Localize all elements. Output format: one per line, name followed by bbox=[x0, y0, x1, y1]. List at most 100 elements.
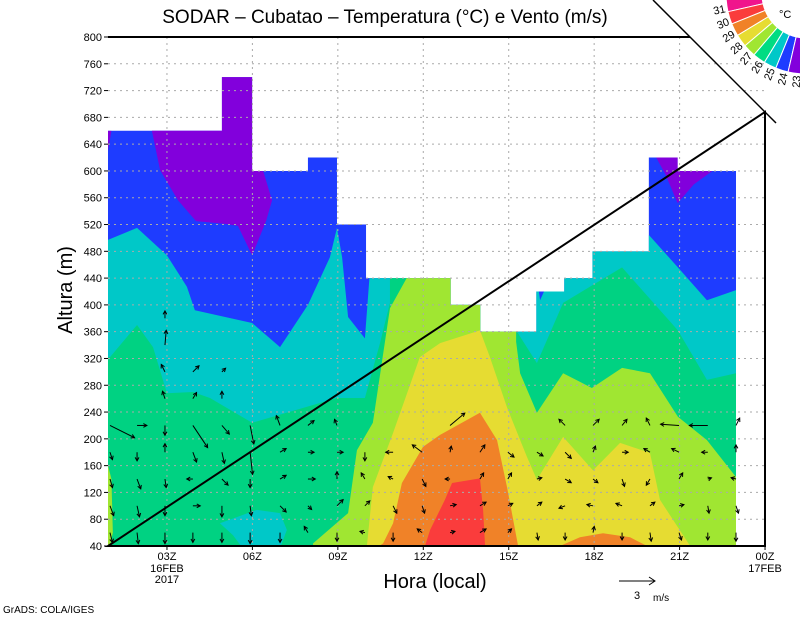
wind-vector-shaft bbox=[109, 532, 113, 543]
wind-vector-shaft bbox=[109, 452, 113, 460]
wind-vector bbox=[162, 532, 168, 545]
y-tick-label: 120 bbox=[84, 487, 102, 499]
wind-vector bbox=[591, 525, 596, 533]
wind-vector-shaft bbox=[735, 417, 741, 426]
colorbar-divider bbox=[652, 0, 777, 124]
wind-vector bbox=[536, 451, 544, 457]
wind-vector bbox=[362, 452, 368, 462]
wind-vector bbox=[109, 452, 114, 461]
wind-vector-shaft bbox=[164, 330, 167, 346]
wind-vector bbox=[700, 449, 708, 455]
wind-vector-head bbox=[137, 484, 142, 490]
wind-vector bbox=[192, 503, 202, 509]
wind-vector-shaft bbox=[479, 472, 485, 480]
wind-vector bbox=[160, 363, 166, 373]
wind-vector-shaft bbox=[162, 391, 166, 399]
wind-vector-shaft bbox=[558, 418, 566, 426]
wind-vector bbox=[670, 447, 680, 453]
wind-vector-head bbox=[282, 474, 288, 480]
wind-vector bbox=[536, 501, 543, 507]
wind-vector-shaft bbox=[109, 425, 135, 439]
wind-vector bbox=[192, 391, 198, 399]
wind-vector bbox=[360, 471, 366, 480]
plot-border bbox=[104, 36, 766, 547]
wind-vector-head bbox=[387, 475, 393, 481]
wind-vector-head bbox=[219, 513, 225, 518]
wind-vector bbox=[648, 532, 654, 543]
wind-vector-head bbox=[250, 439, 256, 445]
wind-vector-head bbox=[416, 528, 422, 533]
wind-vector-head bbox=[479, 471, 485, 477]
wind-vector-head bbox=[460, 412, 466, 418]
wind-vector bbox=[562, 532, 568, 542]
wind-vector-shaft bbox=[564, 451, 572, 459]
wind-vector bbox=[336, 449, 345, 455]
wind-vector bbox=[221, 425, 230, 435]
y-tick-label: 720 bbox=[84, 86, 102, 98]
y-axis-label: Altura (m) bbox=[55, 246, 77, 334]
wind-vector bbox=[192, 425, 209, 449]
wind-vector bbox=[479, 528, 487, 534]
wind-vector bbox=[622, 449, 630, 455]
contour-band bbox=[108, 130, 112, 151]
wind-vector-head bbox=[623, 418, 628, 424]
y-tick-label: 40 bbox=[90, 541, 102, 553]
wind-vector bbox=[387, 475, 394, 481]
wind-vector bbox=[161, 390, 166, 399]
wind-vector-shaft bbox=[564, 478, 572, 484]
grid-lines bbox=[108, 37, 765, 546]
wind-vector-shaft bbox=[678, 472, 684, 480]
y-tick-label: 440 bbox=[84, 273, 102, 285]
contour-band bbox=[424, 478, 486, 546]
wind-vector bbox=[507, 528, 513, 533]
wind-vector bbox=[642, 448, 651, 453]
wind-vector bbox=[735, 505, 740, 515]
wind-vector-shaft bbox=[592, 445, 596, 453]
wind-vector bbox=[645, 417, 651, 426]
wind-vector bbox=[279, 474, 288, 480]
wind-vector-head bbox=[310, 449, 316, 455]
wind-vector-head bbox=[162, 431, 168, 437]
colorbar-segment bbox=[787, 36, 800, 75]
wind-vector-head bbox=[310, 419, 315, 425]
wind-vector bbox=[162, 309, 168, 319]
wind-vector-shaft bbox=[449, 412, 466, 426]
wind-vector bbox=[109, 478, 114, 489]
wind-vector-head bbox=[585, 502, 591, 508]
wind-vector bbox=[448, 445, 453, 453]
wind-vector bbox=[384, 449, 394, 455]
wind-vector bbox=[592, 418, 600, 426]
wind-vector-head bbox=[539, 452, 544, 457]
wind-vector bbox=[649, 501, 656, 507]
wind-vector-head bbox=[624, 449, 630, 455]
wind-vector-head bbox=[196, 503, 202, 509]
wind-vector-shaft bbox=[360, 472, 366, 480]
wind-vector-head bbox=[450, 529, 456, 535]
wind-vector-head bbox=[162, 442, 168, 448]
wind-vector-head bbox=[390, 537, 396, 543]
wind-vector-head bbox=[203, 443, 209, 449]
wind-vector-head bbox=[303, 525, 308, 531]
wind-vector-shaft bbox=[592, 418, 600, 426]
wind-vector bbox=[135, 532, 141, 545]
wind-vector-head bbox=[160, 363, 165, 369]
wind-vector-head bbox=[247, 539, 253, 545]
wind-vector bbox=[564, 451, 572, 460]
wind-vector bbox=[248, 505, 254, 517]
wind-vector-shaft bbox=[507, 472, 512, 480]
wind-vector-shaft bbox=[536, 532, 539, 541]
wind-vector bbox=[163, 329, 169, 346]
wind-vector bbox=[109, 505, 115, 517]
wind-vector bbox=[279, 505, 287, 513]
wind-vector-head bbox=[135, 539, 141, 545]
wind-vector bbox=[507, 451, 515, 458]
wind-vector bbox=[678, 532, 683, 541]
wind-vector-head bbox=[659, 422, 665, 427]
wind-vector-shaft bbox=[303, 526, 309, 533]
wind-vector-head bbox=[282, 507, 287, 513]
wind-vector-shaft bbox=[479, 444, 486, 453]
wind-vector-head bbox=[735, 509, 740, 515]
wind-vector-head bbox=[706, 509, 711, 515]
